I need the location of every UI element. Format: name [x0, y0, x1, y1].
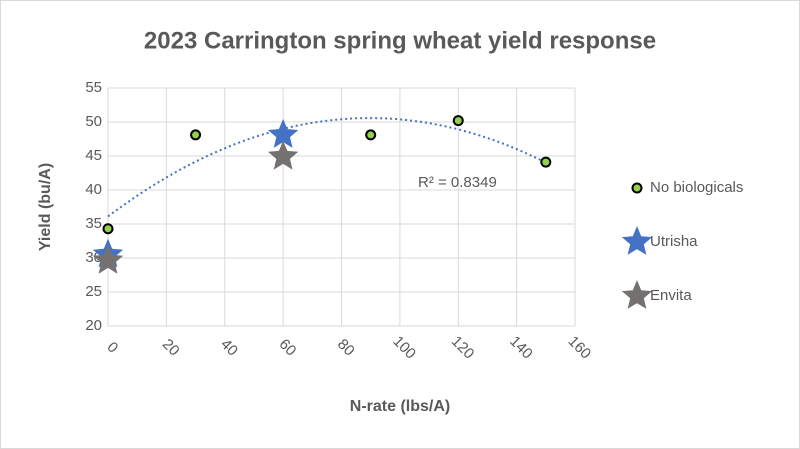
- trendline: [107, 117, 547, 218]
- chart-title: 2023 Carrington spring wheat yield respo…: [144, 27, 656, 54]
- star-marker: [267, 118, 299, 148]
- y-tick-label: 55: [85, 79, 102, 96]
- y-tick-label: 40: [85, 181, 102, 198]
- y-tick-label: 45: [85, 147, 102, 164]
- star-marker: [267, 140, 299, 170]
- legend-label: Envita: [650, 287, 692, 304]
- point: [452, 115, 464, 127]
- star-marker: [621, 226, 653, 255]
- point: [102, 223, 114, 235]
- legend-label: Utrisha: [650, 233, 698, 250]
- y-tick-label: 35: [85, 215, 102, 232]
- y-tick-label: 20: [85, 317, 102, 334]
- point: [540, 156, 552, 168]
- legend-label: No biologicals: [650, 179, 743, 196]
- y-tick-label: 50: [85, 113, 102, 130]
- x-axis-label: N-rate (lbs/A): [350, 398, 450, 415]
- star-marker: [621, 280, 653, 309]
- y-axis-label: Yield (bu/A): [37, 163, 54, 251]
- trendline-label: R² = 0.8349: [418, 174, 497, 191]
- point: [190, 129, 202, 141]
- star-marker: [92, 244, 124, 274]
- y-tick-label: 25: [85, 283, 102, 300]
- point: [631, 182, 643, 194]
- point: [365, 129, 377, 141]
